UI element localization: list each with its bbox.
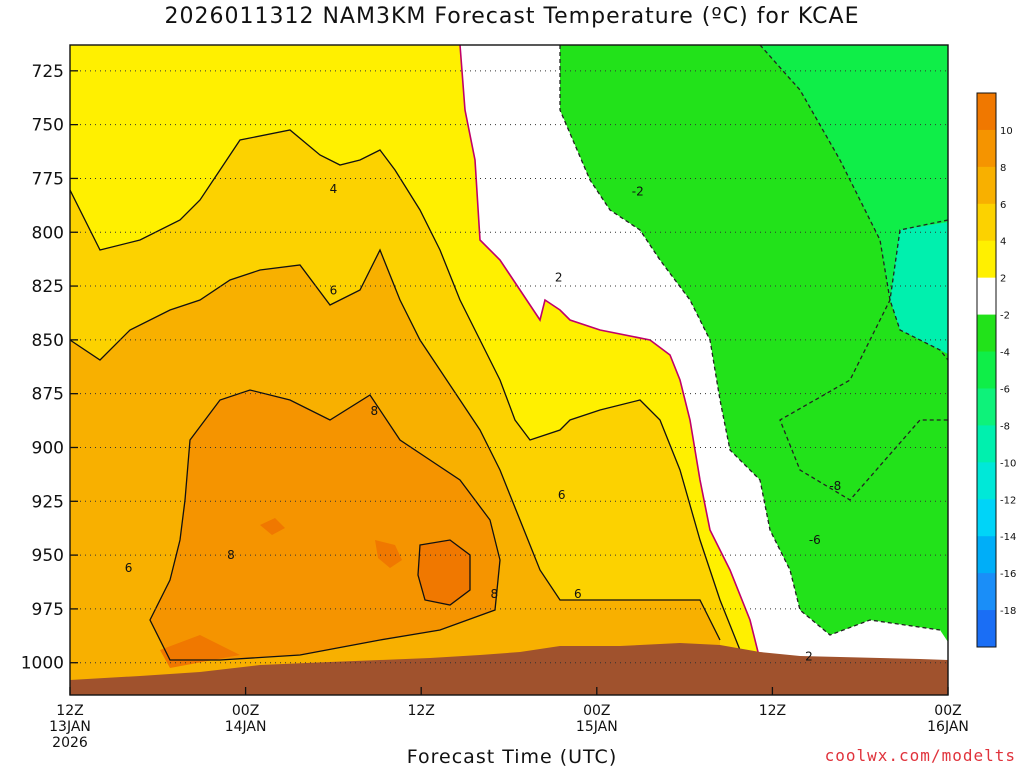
plot-frame [69,44,949,696]
contour-minus6 [779,219,948,501]
ytick-label-725: 725 [32,62,64,82]
colorbar-tick-9: -10 [1000,458,1016,469]
colorbar-tick-11: -14 [1000,532,1016,543]
colorbar-segment-14 [977,610,996,648]
contour-label-6: 6 [558,488,566,502]
colorbar-segment-6 [977,314,996,353]
xtick-label-2-0: 12Z [407,703,434,719]
colorbar-segment-1 [977,129,996,168]
credit-text: coolwx.com/modelts [824,746,1016,765]
pressure-axis: 725 750 775 800 825 850 875 900 925 950 975 1000 [21,62,78,674]
fill-plus8-core [150,390,500,660]
xtick-label-5-0: 00Z [934,703,961,719]
colorbar-segment-2 [977,166,996,205]
contour-plus10 [417,539,471,606]
contour-label-7: 6 [574,587,582,601]
ytick-label-875: 875 [32,385,64,405]
contour-plus2 [459,45,761,661]
colorbar-segment-5 [977,277,996,316]
contour-label-8: -2 [632,184,644,198]
colorbar-segment-11 [977,499,996,537]
ground-terrain [70,643,948,695]
chart-title: 2026011312 NAM3KM Forecast Temperature (… [164,4,860,29]
colorbar-segment-13 [977,573,996,611]
contour-plus8 [149,389,501,661]
contour-label-2: 8 [371,404,379,418]
xtick-label-4-0: 12Z [759,703,786,719]
contour-labels: 4 6 8 6 8 8 6 6 -2 2 -8 -6 2 [125,182,842,663]
colorbar-tick-8: -8 [1000,421,1010,432]
ytick-label-900: 900 [32,438,64,458]
colorbar-frame [976,92,997,648]
temperature-fill-layers [70,45,948,695]
xtick-label-0-0: 12Z [56,703,83,719]
colorbar-tick-10: -12 [1000,495,1016,506]
colorbar-tick-4: 2 [1000,274,1006,285]
contour-minus4 [759,45,948,361]
ytick-label-825: 825 [32,277,64,297]
ytick-label-925: 925 [32,492,64,512]
colorbar-tick-7: -6 [1000,384,1010,395]
contour-label-0: 4 [330,182,338,196]
contour-label-9: 2 [555,270,563,284]
contour-plus6 [70,248,721,641]
colorbar-segment-3 [977,203,996,242]
ytick-label-950: 950 [32,546,64,566]
colorbar-tick-2: 6 [1000,200,1006,211]
colorbar-segment-12 [977,536,996,574]
colorbar-segment-8 [977,388,996,426]
colorbar-segment-9 [977,425,996,463]
xtick-label-5-1: 16JAN [927,719,969,735]
xtick-label-0-2: 2026 [52,735,88,751]
ytick-label-1000: 1000 [21,654,64,674]
contour-label-4: 8 [227,548,235,562]
ytick-label-975: 975 [32,600,64,620]
xtick-label-0-1: 13JAN [49,719,91,735]
contour-label-11: -6 [809,533,821,547]
contour-label-5: 8 [491,587,499,601]
x-axis-label: Forecast Time (UTC) [406,746,618,768]
ytick-label-775: 775 [32,169,64,189]
colorbar-segment-4 [977,240,996,279]
contour-label-1: 6 [330,283,338,297]
colorbar: 10 8 6 4 2 -2 -4 -6 -8 -10 -12 -14 -16 -18 [976,92,1016,648]
colorbar-segment-10 [977,462,996,500]
ytick-label-750: 750 [32,116,64,136]
xtick-label-1-0: 00Z [232,703,259,719]
xtick-label-3-1: 15JAN [576,719,618,735]
colorbar-tick-1: 8 [1000,163,1006,174]
fill-plus10-pockets [160,518,470,668]
colorbar-segment-7 [977,351,996,389]
colorbar-tick-13: -18 [1000,606,1016,617]
contour-lines [70,45,948,661]
colorbar-tick-3: 4 [1000,237,1006,248]
contour-label-12: 2 [805,649,813,663]
colorbar-tick-6: -4 [1000,348,1010,359]
colorbar-segment-0 [977,93,996,131]
contour-label-10: -8 [829,479,841,493]
contour-label-3: 6 [125,561,133,575]
colorbar-tick-12: -16 [1000,569,1016,580]
xtick-label-1-1: 14JAN [225,719,267,735]
colorbar-tick-5: -2 [1000,311,1010,322]
xtick-label-3-0: 00Z [583,703,610,719]
ytick-label-850: 850 [32,331,64,351]
ytick-label-800: 800 [32,223,64,243]
colorbar-tick-0: 10 [1000,126,1013,137]
contour-plus4 [70,129,741,651]
